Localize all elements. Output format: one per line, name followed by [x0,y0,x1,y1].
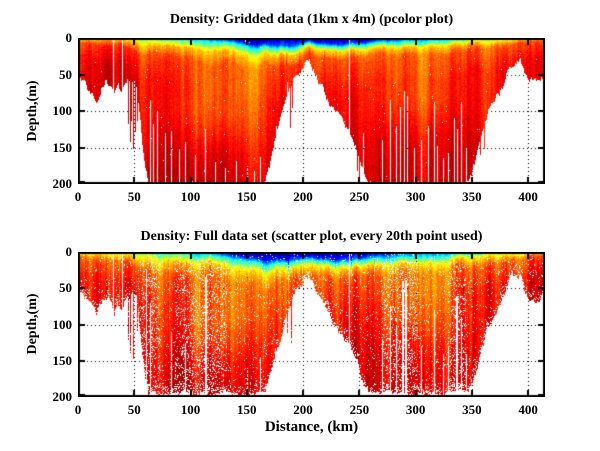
x-axis-label: Distance, (km) [264,419,359,435]
y-tick-label: 0 [65,244,73,259]
y-tick-label: 50 [59,280,72,296]
x-tick-label: 0 [74,189,82,204]
y-tick-label: 200 [52,176,73,191]
y-tick-label: 100 [52,103,73,118]
x-tick-label: 250 [349,189,370,204]
y-tick-label: 150 [52,352,73,368]
x-tick-label: 50 [127,402,141,417]
x-tick-label: 200 [293,189,313,204]
y-tick-label: 100 [52,316,73,332]
x-tick-label: 150 [237,189,257,204]
x-tick-label: 350 [462,402,482,417]
pcolor-panel-title: Density: Gridded data (1km x 4m) (pcolor… [169,12,454,27]
x-tick-label: 300 [405,402,426,417]
x-tick-label: 50 [127,189,141,204]
y-tick-label: 50 [59,66,72,82]
x-tick-label: 300 [405,189,426,204]
x-tick-label: 150 [237,402,257,417]
x-tick-label: 250 [349,402,370,417]
x-tick-label: 400 [518,402,538,417]
pcolor-plot-canvas [78,38,545,184]
x-tick-label: 400 [518,189,538,204]
x-tick-label: 100 [180,189,201,204]
x-tick-label: 0 [74,402,82,417]
scatter-panel-title: Density: Full data set (scatter plot, ev… [140,229,483,244]
y-tick-label: 150 [52,139,73,155]
x-tick-label: 350 [462,189,482,204]
x-tick-label: 200 [293,402,313,417]
x-tick-label: 100 [180,402,201,417]
y-tick-label: 0 [65,30,73,45]
y-tick-label: 200 [52,389,73,404]
scatter-plot-canvas [78,252,545,397]
